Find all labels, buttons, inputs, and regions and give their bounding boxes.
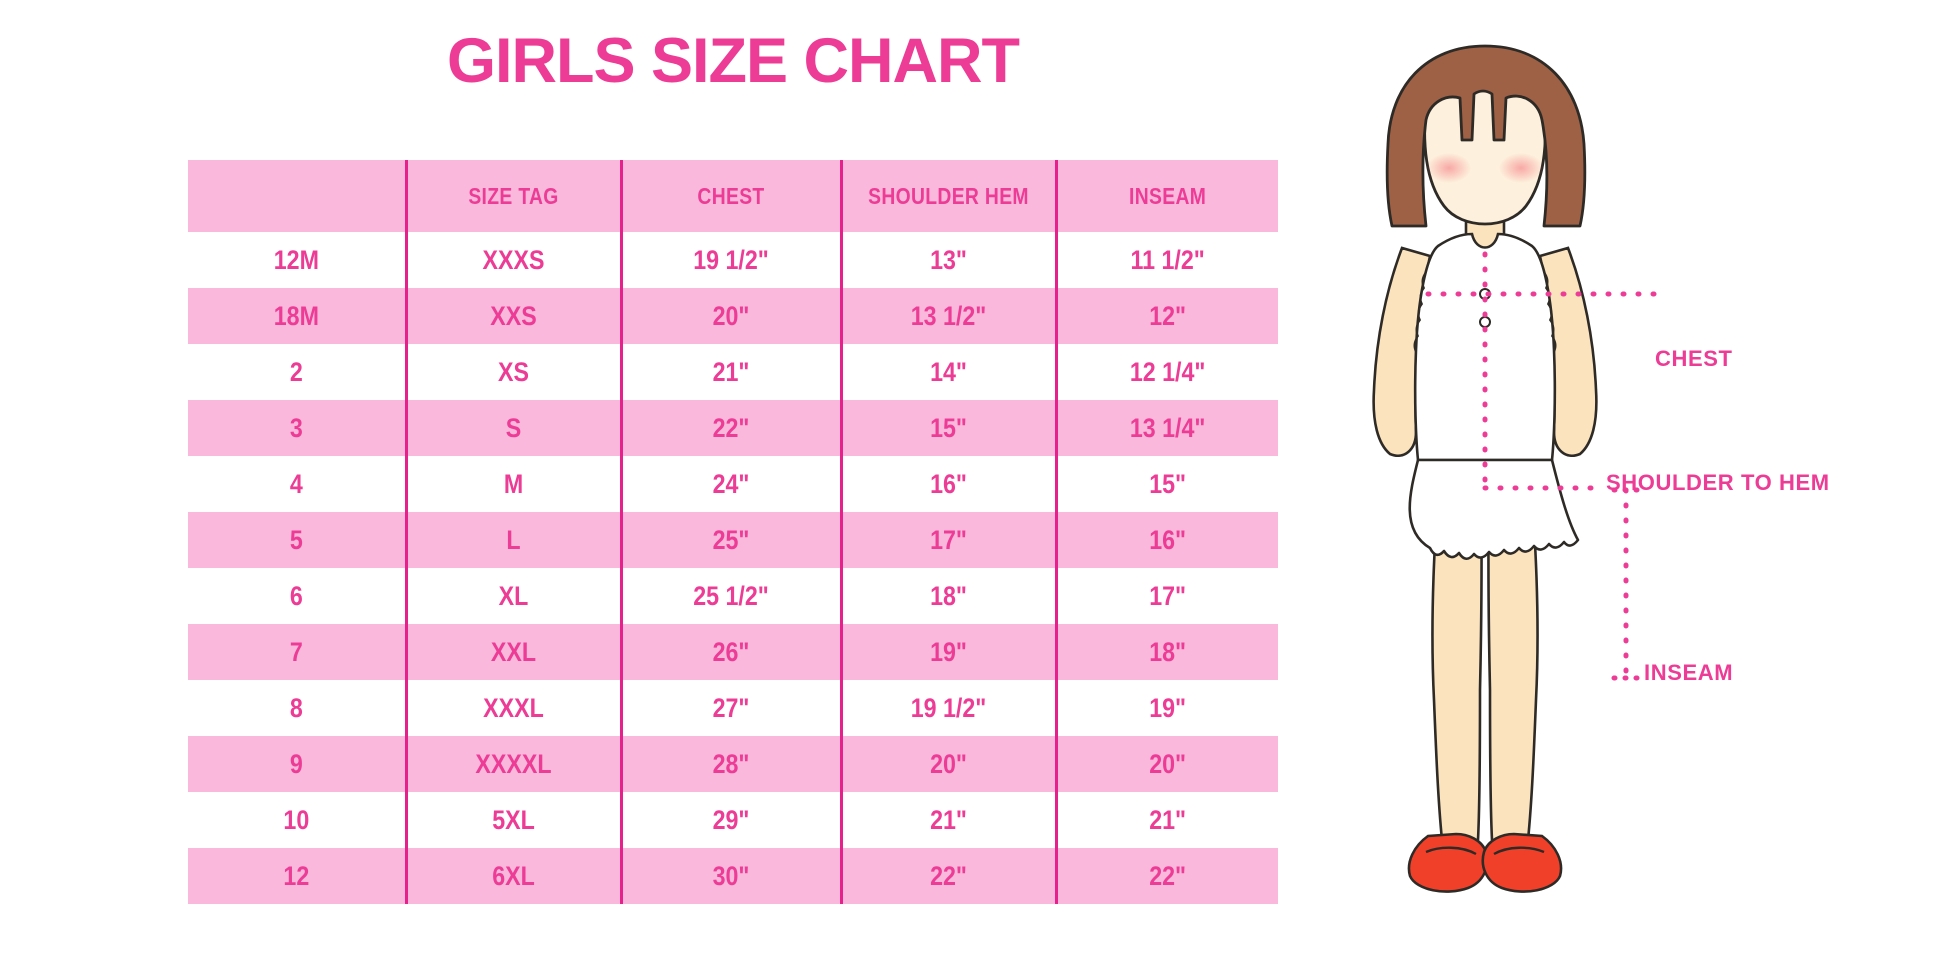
- column-header-age: [205, 160, 388, 232]
- cell-age: 9: [289, 748, 303, 779]
- cell-age: 18M: [273, 300, 319, 331]
- blush-right: [1499, 153, 1543, 183]
- head-group: [1423, 71, 1547, 226]
- cell-size-tag: M: [419, 456, 606, 512]
- cell-chest: 24": [635, 456, 826, 512]
- cell-inseam: 12 1/4": [1070, 344, 1263, 400]
- callout-chest: CHEST: [1655, 346, 1733, 371]
- measurement-guides: [1425, 251, 1663, 681]
- cell-size-tag: 6XL: [419, 848, 606, 904]
- table-body: 12M XXXS 19 1/2" 13" 11 1/2" 18M XXS 20" 13 1/2"…: [188, 232, 1278, 904]
- callout-shoulder-to-hem: SHOULDER TO HEM: [1606, 470, 1830, 495]
- cell-age: 5: [289, 524, 303, 555]
- column-header-chest: CHEST: [637, 160, 824, 232]
- cell-size-tag: XXXL: [419, 680, 606, 736]
- cell-chest: 25 1/2": [635, 568, 826, 624]
- cell-inseam: 17": [1070, 568, 1263, 624]
- girl-figure-illustration: [1330, 40, 1700, 930]
- table-row: 4 M 24" 16" 15": [188, 456, 1278, 512]
- cell-chest: 27": [635, 680, 826, 736]
- cell-shoulder-hem: 13": [854, 232, 1041, 288]
- cell-shoulder-hem: 21": [854, 792, 1041, 848]
- table-row: 7 XXL 26" 19" 18": [188, 624, 1278, 680]
- cell-age: 2: [289, 356, 303, 387]
- cell-chest: 25": [635, 512, 826, 568]
- cell-size-tag: 5XL: [419, 792, 606, 848]
- cell-shoulder-hem: 16": [854, 456, 1041, 512]
- callout-inseam: INSEAM: [1644, 660, 1734, 685]
- cell-shoulder-hem: 17": [854, 512, 1041, 568]
- cell-chest: 28": [635, 736, 826, 792]
- cell-size-tag: S: [419, 400, 606, 456]
- column-header-size-tag: SIZE TAG: [421, 160, 604, 232]
- cell-size-tag: XXS: [419, 288, 606, 344]
- cell-size-tag: XXXXL: [419, 736, 606, 792]
- cell-age: 4: [289, 468, 303, 499]
- cell-age: 7: [289, 636, 303, 667]
- table-row: 12 6XL 30" 22" 22": [188, 848, 1278, 904]
- cell-chest: 29": [635, 792, 826, 848]
- table-row: 8 XXXL 27" 19 1/2" 19": [188, 680, 1278, 736]
- table-header-row: SIZE TAG CHEST SHOULDER HEM INSEAM: [188, 160, 1278, 232]
- table-row: 18M XXS 20" 13 1/2" 12": [188, 288, 1278, 344]
- column-header-inseam: INSEAM: [1072, 160, 1261, 232]
- size-table-container: SIZE TAG CHEST SHOULDER HEM INSEAM 12M XX…: [188, 160, 1278, 904]
- cell-shoulder-hem: 20": [854, 736, 1041, 792]
- cell-shoulder-hem: 19 1/2": [854, 680, 1041, 736]
- blush-left: [1427, 153, 1471, 183]
- table-header: SIZE TAG CHEST SHOULDER HEM INSEAM: [188, 160, 1278, 232]
- shoes-group: [1407, 832, 1563, 893]
- cell-age: 3: [289, 412, 303, 443]
- cell-inseam: 22": [1070, 848, 1263, 904]
- table-row: 10 5XL 29" 21" 21": [188, 792, 1278, 848]
- cell-size-tag: XS: [419, 344, 606, 400]
- table-row: 5 L 25" 17" 16": [188, 512, 1278, 568]
- table-row: 2 XS 21" 14" 12 1/4": [188, 344, 1278, 400]
- cell-size-tag: L: [419, 512, 606, 568]
- cell-size-tag: XXXS: [419, 232, 606, 288]
- cell-inseam: 16": [1070, 512, 1263, 568]
- cell-age: 12: [283, 860, 310, 891]
- cell-chest: 22": [635, 400, 826, 456]
- cell-inseam: 19": [1070, 680, 1263, 736]
- cell-chest: 21": [635, 344, 826, 400]
- table-row: 3 S 22" 15" 13 1/4": [188, 400, 1278, 456]
- cell-age: 12M: [273, 244, 319, 275]
- cell-inseam: 11 1/2": [1070, 232, 1263, 288]
- table-row: 6 XL 25 1/2" 18" 17": [188, 568, 1278, 624]
- cell-age: 6: [289, 580, 303, 611]
- cell-shoulder-hem: 18": [854, 568, 1041, 624]
- cell-shoulder-hem: 14": [854, 344, 1041, 400]
- cell-inseam: 13 1/4": [1070, 400, 1263, 456]
- cell-size-tag: XL: [419, 568, 606, 624]
- cell-inseam: 21": [1070, 792, 1263, 848]
- cell-shoulder-hem: 22": [854, 848, 1041, 904]
- cell-inseam: 12": [1070, 288, 1263, 344]
- cell-inseam: 18": [1070, 624, 1263, 680]
- hair-bob: [1385, 44, 1587, 228]
- cell-age: 8: [289, 692, 303, 723]
- cell-chest: 20": [635, 288, 826, 344]
- cell-chest: 26": [635, 624, 826, 680]
- table-row: 9 XXXXL 28" 20" 20": [188, 736, 1278, 792]
- page-title: GIRLS SIZE CHART: [446, 26, 1020, 96]
- ruffle-skirt: [1408, 458, 1580, 561]
- cell-shoulder-hem: 13 1/2": [854, 288, 1041, 344]
- column-header-shoulder-hem: SHOULDER HEM: [856, 160, 1039, 232]
- table-row: 12M XXXS 19 1/2" 13" 11 1/2": [188, 232, 1278, 288]
- cell-shoulder-hem: 15": [854, 400, 1041, 456]
- size-table: SIZE TAG CHEST SHOULDER HEM INSEAM 12M XX…: [188, 160, 1278, 904]
- cell-inseam: 15": [1070, 456, 1263, 512]
- cell-age: 10: [283, 804, 310, 835]
- cell-size-tag: XXL: [419, 624, 606, 680]
- cell-inseam: 20": [1070, 736, 1263, 792]
- cell-shoulder-hem: 19": [854, 624, 1041, 680]
- cell-chest: 19 1/2": [635, 232, 826, 288]
- cell-chest: 30": [635, 848, 826, 904]
